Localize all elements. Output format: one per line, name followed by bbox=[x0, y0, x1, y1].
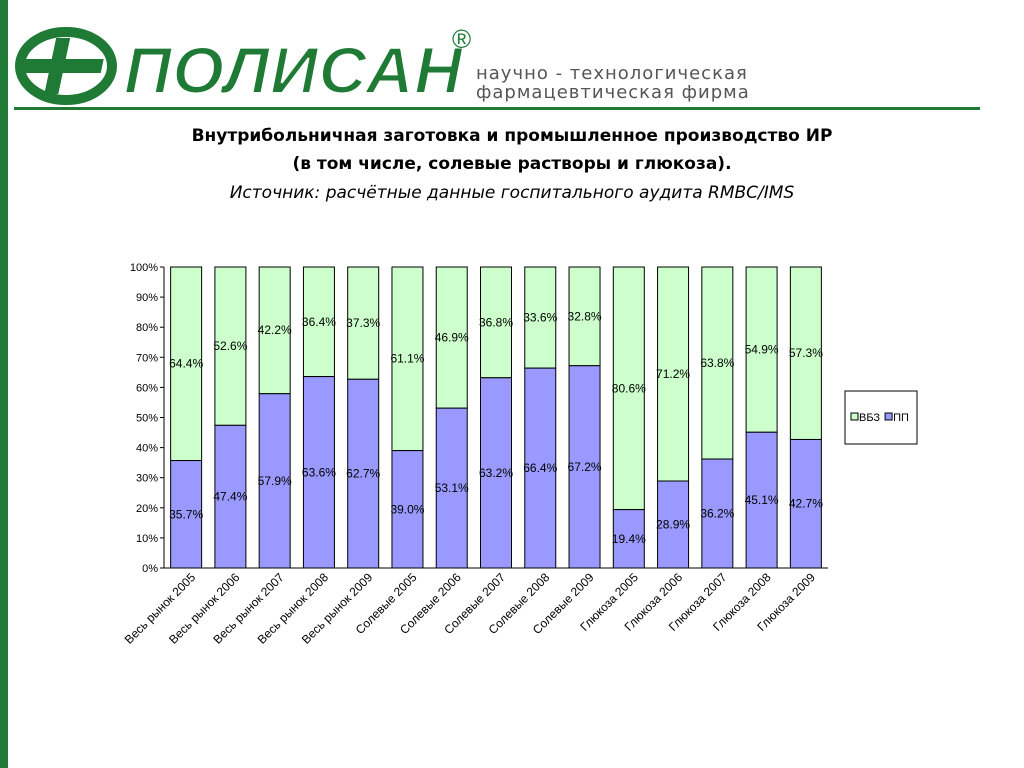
bar-segment-pp bbox=[701, 458, 734, 569]
legend-swatch bbox=[884, 412, 893, 421]
data-label-pp: 63.6% bbox=[302, 465, 336, 479]
polisan-logo-icon bbox=[15, 27, 117, 105]
bar-segment-vbz bbox=[480, 266, 512, 379]
slide-title: Внутрибольничная заготовка и промышленно… bbox=[0, 122, 1024, 208]
y-tick-label: 0% bbox=[142, 563, 158, 575]
bar-segment-vbz bbox=[170, 266, 203, 462]
bar-segment-pp bbox=[302, 376, 335, 569]
header: ПОЛИСАН ® научно - технологическая фарма… bbox=[14, 20, 980, 110]
data-label-vbz: 36.8% bbox=[479, 315, 513, 329]
bar-segment-pp bbox=[480, 377, 512, 569]
legend-swatch bbox=[850, 412, 859, 421]
data-label-vbz: 42.2% bbox=[258, 323, 292, 337]
data-label-pp: 19.4% bbox=[612, 532, 646, 546]
bar-segment-pp bbox=[789, 438, 822, 569]
data-label-vbz: 54.9% bbox=[745, 343, 779, 357]
bar-segment-vbz bbox=[347, 266, 380, 380]
bar-segment-pp bbox=[347, 378, 380, 569]
bar-segment-pp bbox=[258, 393, 291, 569]
data-label-vbz: 61.1% bbox=[390, 352, 424, 366]
bar-segment-pp bbox=[524, 367, 557, 569]
data-label-pp: 63.2% bbox=[479, 466, 513, 480]
bar-segment-vbz bbox=[568, 266, 601, 367]
y-tick-label: 70% bbox=[136, 352, 158, 364]
data-label-pp: 66.4% bbox=[523, 461, 557, 475]
y-tick-label: 100% bbox=[130, 262, 158, 274]
bar-segment-pp bbox=[214, 424, 247, 569]
bar-segment-vbz bbox=[524, 266, 557, 369]
data-label-pp: 47.4% bbox=[213, 490, 247, 504]
logo-wordmark: ПОЛИСАН bbox=[123, 33, 464, 107]
bar-segment-pp bbox=[657, 480, 690, 569]
bar-segment-vbz bbox=[258, 266, 291, 395]
tagline-line-1: научно - технологическая bbox=[476, 63, 748, 84]
data-label-vbz: 71.2% bbox=[656, 367, 690, 381]
y-tick-label: 40% bbox=[136, 443, 158, 455]
bar-segment-vbz bbox=[391, 266, 424, 452]
header-divider bbox=[14, 107, 980, 110]
data-label-vbz: 64.4% bbox=[169, 357, 203, 371]
data-label-vbz: 63.8% bbox=[700, 356, 734, 370]
y-tick-label: 10% bbox=[136, 533, 158, 545]
registered-mark: ® bbox=[452, 24, 472, 54]
bar-segment-pp bbox=[745, 431, 778, 569]
bar-segment-vbz bbox=[214, 266, 247, 426]
title-line-1: Внутрибольничная заготовка и промышленно… bbox=[191, 126, 833, 146]
data-label-vbz: 37.3% bbox=[346, 316, 380, 330]
title-source-line: Источник: расчётные данные госпитального… bbox=[229, 183, 795, 203]
data-label-vbz: 80.6% bbox=[612, 381, 646, 395]
data-label-pp: 35.7% bbox=[169, 507, 203, 521]
y-tick-label: 30% bbox=[136, 473, 158, 485]
data-label-pp: 67.2% bbox=[568, 460, 602, 474]
y-tick-label: 90% bbox=[136, 292, 158, 304]
data-label-vbz: 32.8% bbox=[568, 309, 602, 323]
tagline-line-2: фармацевтическая фирма bbox=[476, 82, 750, 103]
data-label-vbz: 52.6% bbox=[213, 339, 247, 353]
bar-segment-vbz bbox=[789, 266, 822, 440]
bar-segment-pp bbox=[612, 509, 645, 569]
title-line-2: (в том числе, солевые растворы и глюкоза… bbox=[292, 154, 732, 174]
bar-segment-pp bbox=[568, 365, 601, 569]
data-label-pp: 53.1% bbox=[435, 481, 469, 495]
bar-segment-pp bbox=[391, 450, 424, 569]
company-tagline: научно - технологическая фармацевтическа… bbox=[476, 64, 750, 102]
data-label-vbz: 46.9% bbox=[435, 331, 469, 345]
data-label-pp: 57.9% bbox=[258, 474, 292, 488]
legend-label: ПП bbox=[893, 412, 909, 424]
y-tick-label: 50% bbox=[136, 413, 158, 425]
data-label-vbz: 36.4% bbox=[302, 315, 336, 329]
y-tick-label: 80% bbox=[136, 322, 158, 334]
bar-segment-vbz bbox=[435, 266, 468, 409]
data-label-vbz: 33.6% bbox=[523, 311, 557, 325]
y-tick-label: 60% bbox=[136, 382, 158, 394]
data-label-vbz: 57.3% bbox=[789, 346, 823, 360]
bar-segment-vbz bbox=[302, 266, 335, 378]
left-accent-stripe bbox=[0, 0, 8, 768]
bar-segment-pp bbox=[170, 460, 203, 569]
data-label-pp: 42.7% bbox=[789, 497, 823, 511]
y-tick-label: 20% bbox=[136, 503, 158, 515]
data-label-pp: 45.1% bbox=[745, 493, 779, 507]
legend-label: ВБЗ bbox=[859, 412, 880, 424]
data-label-pp: 36.2% bbox=[700, 507, 734, 521]
bar-segment-vbz bbox=[701, 266, 734, 460]
data-label-pp: 39.0% bbox=[390, 502, 424, 516]
bar-segment-pp bbox=[435, 407, 468, 569]
data-label-pp: 28.9% bbox=[656, 518, 690, 532]
data-label-pp: 62.7% bbox=[346, 467, 380, 481]
